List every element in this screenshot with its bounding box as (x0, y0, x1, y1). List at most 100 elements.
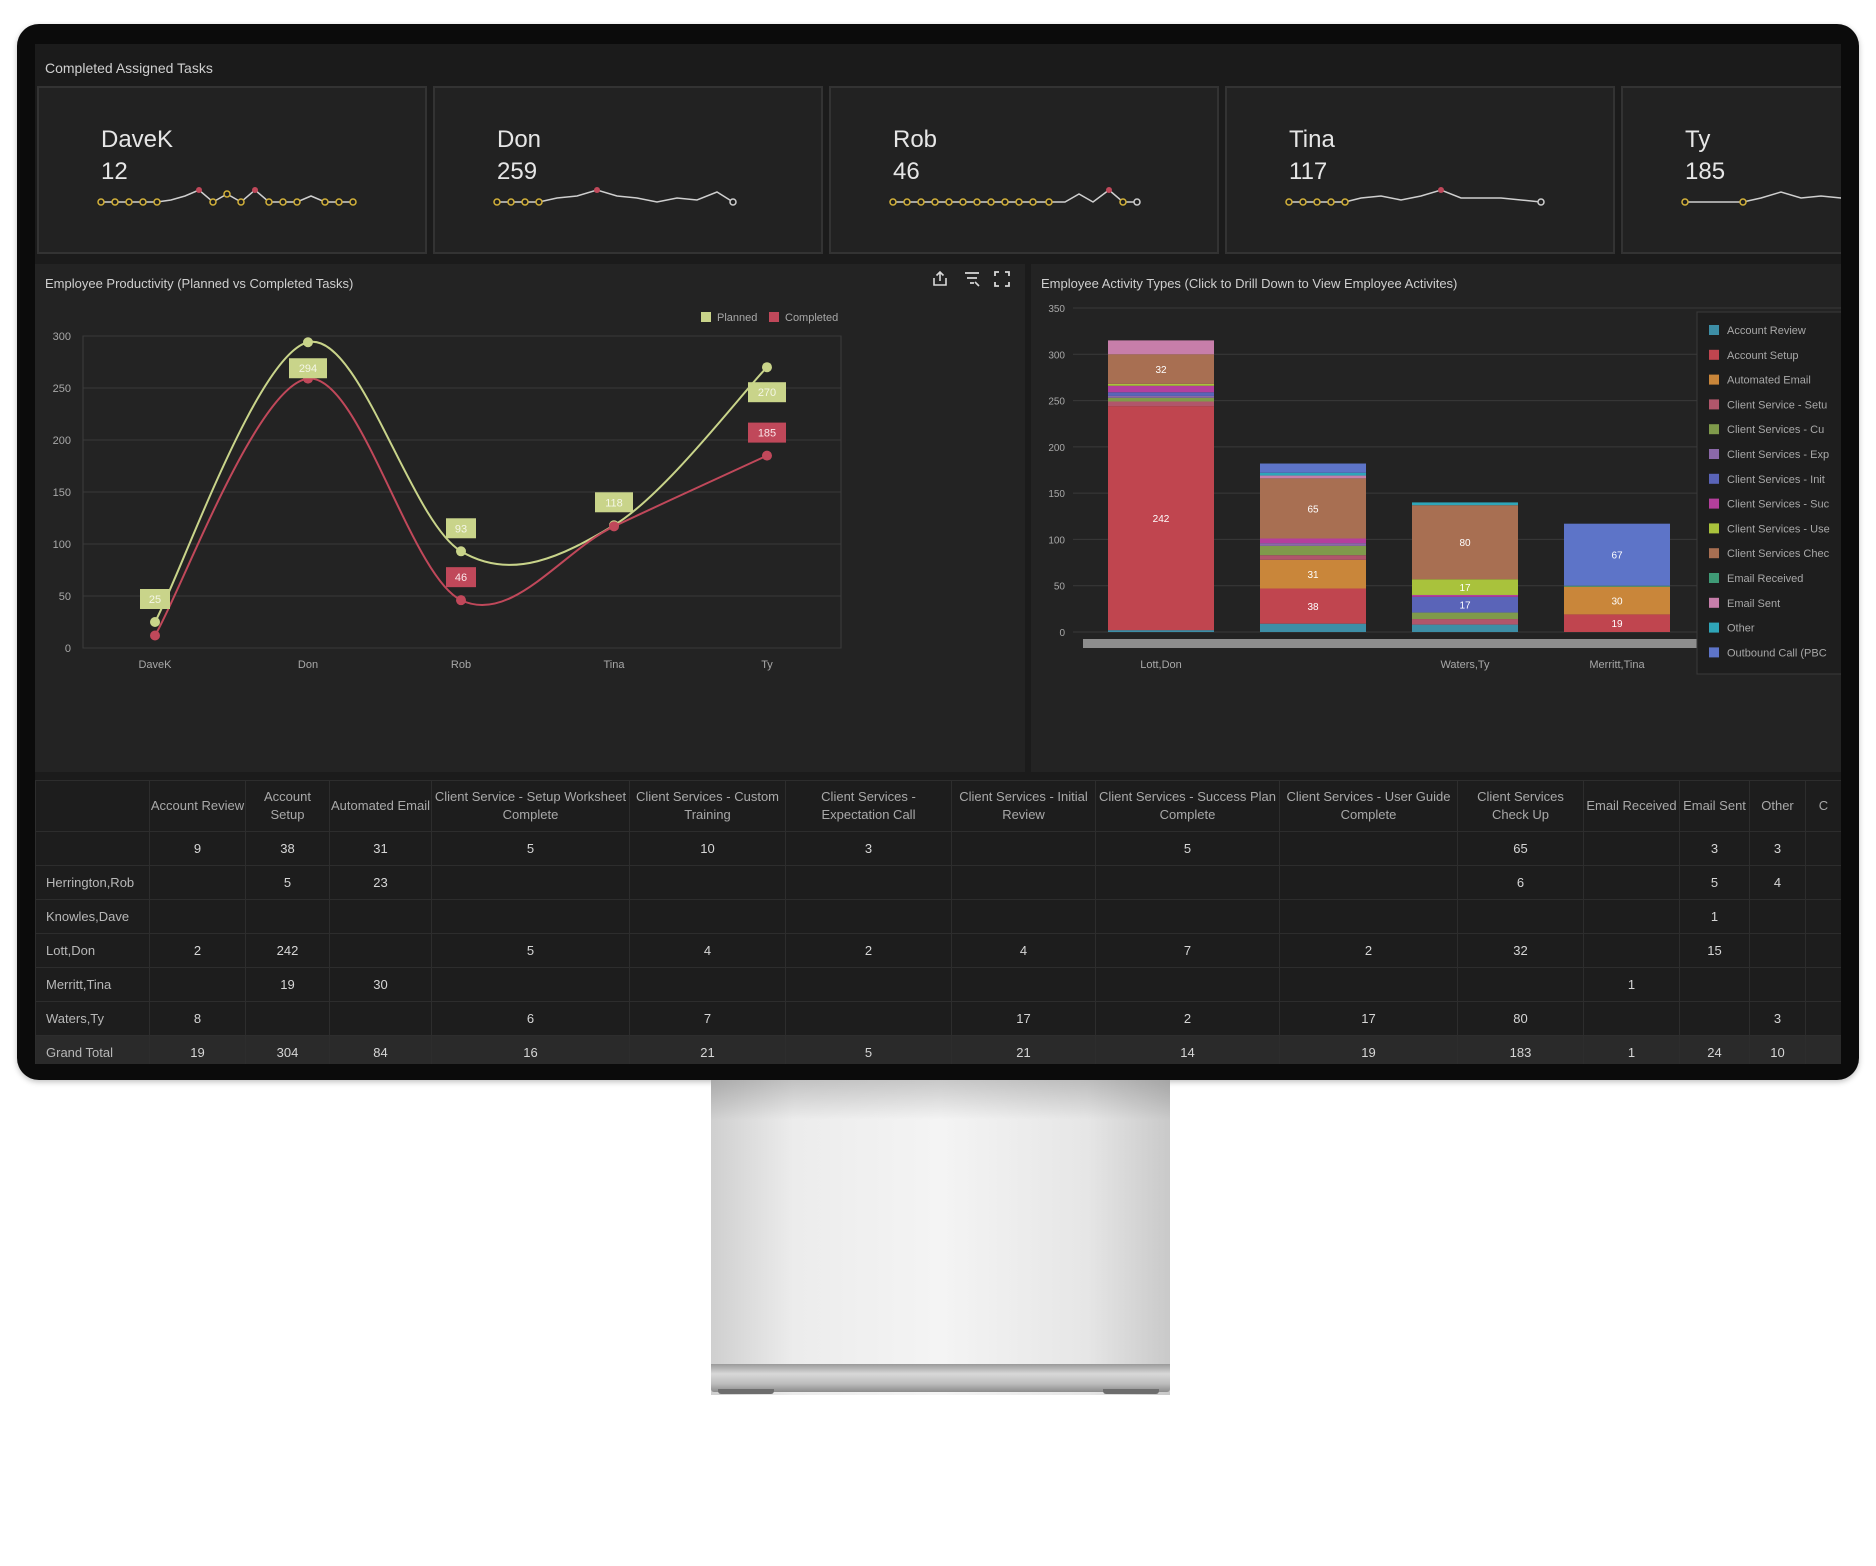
column-header[interactable]: Client Services - Expectation Call (785, 780, 952, 832)
legend-label[interactable]: Client Services - Suc (1727, 499, 1830, 511)
legend-label[interactable]: Client Service - Setu (1727, 399, 1827, 411)
series-line-planned[interactable] (154, 341, 768, 623)
kpi-card-tina[interactable]: Tina 117 (1225, 86, 1615, 254)
column-header[interactable]: Client Services - Custom Training (629, 780, 786, 832)
bar-segment[interactable] (1412, 624, 1518, 632)
bar-segment[interactable] (1108, 354, 1214, 384)
legend-label[interactable]: Other (1727, 623, 1755, 635)
bar-segment[interactable] (1108, 383, 1214, 386)
bar-segment[interactable] (1412, 579, 1518, 595)
sparkline (1285, 187, 1545, 206)
table-row[interactable]: Herrington,Rob 5 23 6 5 4 (35, 865, 1841, 900)
column-header[interactable]: Email Received (1583, 780, 1680, 832)
bar-segment[interactable] (1412, 596, 1518, 613)
bar-segment[interactable] (1108, 397, 1214, 402)
bar-segment[interactable] (1108, 395, 1214, 398)
bar-segment[interactable] (1260, 472, 1366, 476)
table-cell (629, 899, 786, 934)
fullscreen-icon[interactable] (991, 270, 1013, 292)
table-cell: 21 (951, 1035, 1096, 1064)
kpi-card-don[interactable]: Don 259 (433, 86, 823, 254)
legend-swatch (1709, 374, 1719, 385)
bar-segment[interactable] (1260, 463, 1366, 473)
bar-segment[interactable] (1260, 588, 1366, 624)
bar-segment[interactable] (1260, 559, 1366, 589)
bar-segment[interactable] (1564, 614, 1670, 632)
bar-segment[interactable] (1108, 340, 1214, 355)
column-header[interactable]: Client Service - Setup Worksheet Complet… (431, 780, 630, 832)
data-point[interactable] (609, 521, 619, 532)
bar-segment[interactable] (1108, 401, 1214, 407)
legend-label[interactable]: Email Received (1727, 573, 1803, 585)
bar-segment[interactable] (1260, 555, 1366, 560)
bar-segment[interactable] (1564, 586, 1670, 615)
table-row[interactable]: 9 38 31 5 10 3 5 65 3 3 (35, 831, 1841, 866)
legend-label[interactable]: Email Sent (1727, 598, 1780, 610)
legend-label[interactable]: Client Services - Exp (1727, 449, 1829, 461)
horizontal-scrollbar[interactable] (1083, 639, 1841, 648)
column-header[interactable]: Client Services - Initial Review (951, 780, 1096, 832)
legend-label[interactable]: Outbound Call (PBC (1727, 647, 1827, 659)
column-header[interactable]: Email Sent (1679, 780, 1750, 832)
data-point[interactable] (303, 337, 313, 348)
legend-label[interactable]: Account Review (1727, 325, 1806, 337)
bar-segment[interactable] (1108, 385, 1214, 393)
column-header[interactable]: Client Services Check Up (1457, 780, 1584, 832)
y-tick-label: 200 (1048, 443, 1065, 454)
bar-segment[interactable] (1260, 475, 1366, 479)
column-header[interactable]: Account Review (149, 780, 246, 832)
data-point[interactable] (762, 362, 772, 373)
bar-segment[interactable] (1412, 502, 1518, 506)
column-header[interactable]: Client Services - Success Plan Complete (1095, 780, 1280, 832)
table-row[interactable]: Lott,Don 2 242 5 4 2 4 7 2 32 15 (35, 933, 1841, 968)
stacked-bar-chart[interactable]: 0 50 100 150 200 250 300 350 242 32 Lott,Don 38 31 65… (1031, 296, 1841, 766)
kpi-card-rob[interactable]: Rob 46 (829, 86, 1219, 254)
bar-segment[interactable] (1412, 505, 1518, 580)
kpi-card-ty[interactable]: Ty 185 (1621, 86, 1841, 254)
table-cell: 38 (245, 831, 330, 866)
legend-label[interactable]: Client Services - Use (1727, 523, 1830, 535)
table-row[interactable]: Waters,Ty 8 6 7 17 2 17 80 3 (35, 1001, 1841, 1036)
bar-segment[interactable] (1108, 406, 1214, 631)
table-row[interactable]: Knowles,Dave 1 (35, 899, 1841, 934)
column-header[interactable]: C (1805, 780, 1841, 832)
filter-icon[interactable] (961, 270, 983, 292)
export-icon[interactable] (929, 270, 951, 292)
grand-total-row[interactable]: Grand Total 19 304 84 16 21 5 21 14 19 183 1 24 10 (35, 1035, 1841, 1064)
bar-segment[interactable] (1260, 545, 1366, 556)
table-row[interactable]: Merritt,Tina 19 30 1 (35, 967, 1841, 1002)
data-point[interactable] (456, 595, 466, 606)
data-point[interactable] (150, 617, 160, 627)
bar-segment[interactable] (1260, 623, 1366, 632)
data-point[interactable] (456, 546, 466, 557)
bar-segment[interactable] (1108, 392, 1214, 396)
legend-label[interactable]: Client Services Chec (1727, 548, 1830, 560)
data-point[interactable] (762, 450, 772, 461)
legend-label[interactable]: Automated Email (1727, 375, 1811, 387)
y-tick-label: 150 (1048, 489, 1065, 500)
bar-segment[interactable] (1412, 612, 1518, 620)
series-line-completed[interactable] (154, 377, 768, 637)
table-cell (1095, 967, 1280, 1002)
legend-label[interactable]: Client Services - Init (1727, 474, 1825, 486)
bar-segment[interactable] (1108, 630, 1214, 632)
legend-label[interactable]: Client Services - Cu (1727, 424, 1824, 436)
bar-segment[interactable] (1412, 619, 1518, 625)
kpi-card-davek[interactable]: DaveK 12 (37, 86, 427, 254)
bar-segment[interactable] (1260, 538, 1366, 544)
bar-segment[interactable] (1564, 585, 1670, 587)
line-chart[interactable]: 0 50 100 150 200 250 300 DaveK Don Rob Tina Ty Plann… (35, 296, 1025, 766)
legend-label[interactable]: Planned (717, 312, 757, 324)
bar-segment[interactable] (1564, 523, 1670, 586)
bar-segment[interactable] (1260, 543, 1366, 546)
column-header[interactable]: Other (1749, 780, 1806, 832)
legend-label[interactable]: Account Setup (1727, 350, 1799, 362)
column-header[interactable]: Account Setup (245, 780, 330, 832)
bar-segment[interactable] (1260, 478, 1366, 539)
column-header[interactable]: Automated Email (329, 780, 432, 832)
bar-segment[interactable] (1412, 594, 1518, 597)
legend-label[interactable]: Completed (785, 312, 838, 324)
column-header[interactable]: Client Services - User Guide Complete (1279, 780, 1458, 832)
column-header[interactable] (35, 780, 150, 832)
data-point[interactable] (150, 630, 160, 641)
